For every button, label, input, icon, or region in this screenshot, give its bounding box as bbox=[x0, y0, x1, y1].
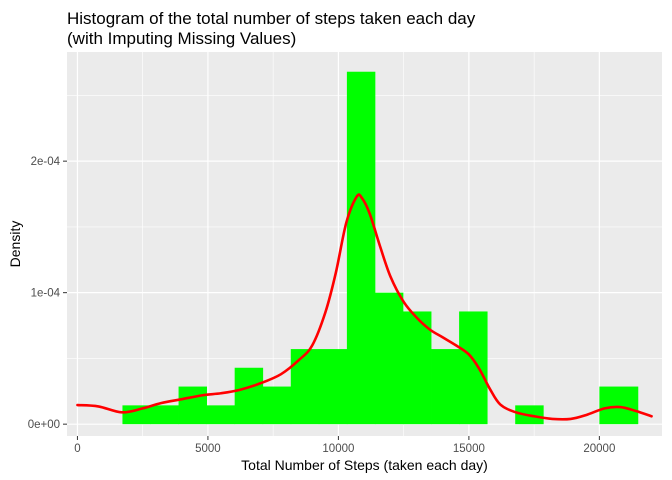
histogram-bar bbox=[150, 405, 179, 425]
histogram-bar bbox=[290, 349, 320, 425]
histogram-bar bbox=[206, 405, 236, 425]
histogram-bar bbox=[402, 311, 432, 425]
histogram-bar bbox=[599, 386, 639, 425]
x-tick-label: 5000 bbox=[195, 443, 221, 455]
x-tick-label: 0 bbox=[74, 443, 80, 455]
x-tick-label: 20000 bbox=[583, 443, 615, 455]
histogram-bar bbox=[318, 349, 348, 425]
histogram-bar bbox=[262, 386, 292, 425]
chart-title-line-1: Histogram of the total number of steps t… bbox=[67, 9, 476, 28]
y-axis-title: Density bbox=[7, 221, 23, 268]
x-tick-label: 15000 bbox=[453, 443, 485, 455]
histogram-bars bbox=[122, 71, 639, 425]
histogram-bar bbox=[178, 386, 208, 425]
histogram-bar bbox=[234, 367, 264, 425]
y-tick-label: 1e-04 bbox=[31, 288, 61, 300]
x-tick-label: 10000 bbox=[322, 443, 354, 455]
x-axis-title: Total Number of Steps (taken each day) bbox=[241, 457, 488, 473]
histogram-bar bbox=[431, 349, 460, 425]
x-axis-ticks: 0 5000 10000 15000 20000 bbox=[74, 436, 615, 455]
density-curve bbox=[76, 193, 653, 421]
histogram-bar bbox=[346, 71, 376, 425]
y-axis-ticks: 0e+00 1e-04 2e-04 bbox=[28, 156, 67, 431]
chart-title-line-2: (with Imputing Missing Values) bbox=[67, 29, 296, 48]
histogram-bar bbox=[122, 405, 151, 425]
histogram-bar bbox=[374, 292, 404, 425]
y-tick-label: 0e+00 bbox=[28, 419, 60, 431]
histogram-bar bbox=[459, 311, 488, 425]
chart-title: Histogram of the total number of steps t… bbox=[67, 9, 476, 48]
y-tick-label: 2e-04 bbox=[31, 156, 61, 168]
